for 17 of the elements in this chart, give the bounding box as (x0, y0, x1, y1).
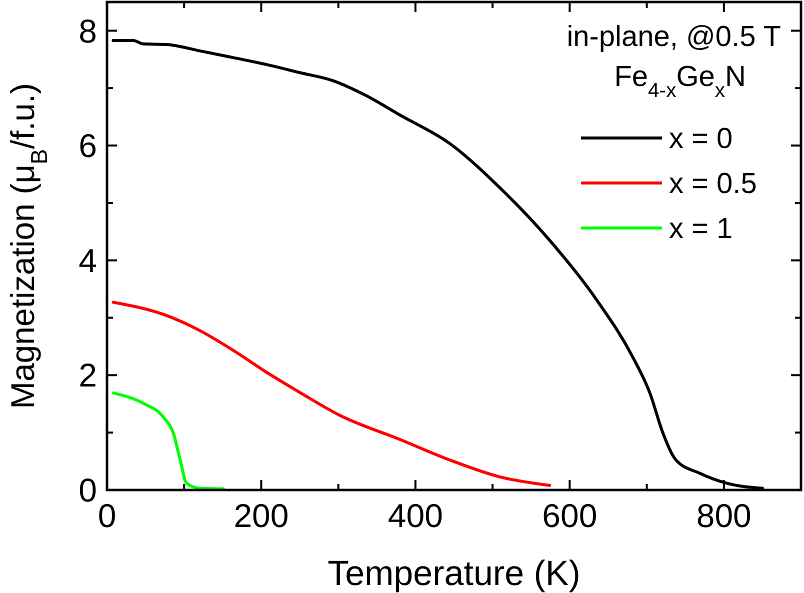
y-tick-label: 0 (78, 472, 97, 509)
y-tick-label: 2 (78, 356, 97, 394)
annotation: in-plane, @0.5 T (566, 21, 782, 53)
x-tick-label: 800 (696, 497, 752, 534)
x-tick-label: 200 (234, 497, 289, 534)
x-axis-title: Temperature (K) (328, 554, 580, 593)
legend-label: x = 0.5 (669, 168, 757, 200)
line-series (112, 300, 552, 487)
legend-label: x = 1 (669, 213, 733, 246)
y-tick-label: 4 (78, 242, 97, 279)
y-tick-label: 6 (78, 127, 97, 164)
legend-title: Fe$_{4-x}$Ge$_{x}$N (614, 61, 746, 102)
legend-label: x = 0 (669, 123, 733, 156)
x-tick-label: 600 (542, 497, 598, 534)
y-tick-label: 8 (78, 12, 97, 50)
line-series (112, 391, 225, 490)
x-tick-label: 400 (388, 497, 443, 534)
